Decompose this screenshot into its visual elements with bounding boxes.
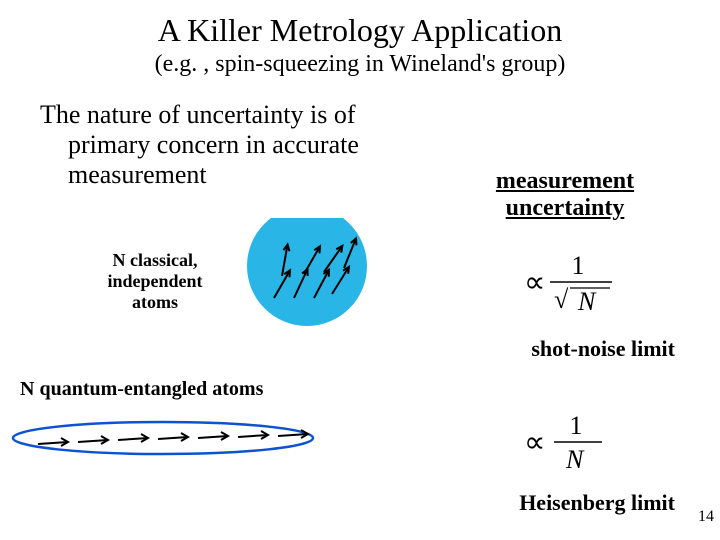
label-quantum-entangled: N quantum-entangled atoms: [20, 378, 263, 401]
figure-quantum-atoms: [8, 400, 328, 480]
page-number: 14: [698, 508, 714, 526]
numerator: 1: [572, 251, 585, 280]
slide-subtitle: (e.g. , spin-squeezing in Wineland's gro…: [0, 51, 720, 78]
column-header: measurement uncertainty: [470, 168, 660, 222]
body-line-2: primary concern in accurate: [40, 130, 440, 160]
slide-title: A Killer Metrology Application: [0, 0, 720, 49]
denominator-var: N: [565, 445, 585, 474]
denominator-var: N: [577, 287, 597, 316]
body-line-3: measurement: [40, 160, 440, 190]
sqrt-symbol: √: [554, 285, 569, 314]
proportional-symbol: ∝: [524, 426, 545, 459]
formula-heisenberg: ∝ 1 N: [520, 410, 630, 480]
label-heisenberg-limit: Heisenberg limit: [519, 490, 675, 516]
label-shot-noise-limit: shot-noise limit: [531, 336, 675, 362]
numerator: 1: [570, 411, 583, 440]
formula-shot-noise: ∝ 1 √ N: [520, 250, 630, 320]
figure-classical-atoms: [232, 218, 392, 328]
body-line-1: The nature of uncertainty is of: [40, 100, 356, 129]
proportional-symbol: ∝: [524, 266, 545, 299]
body-paragraph: The nature of uncertainty is of primary …: [40, 100, 440, 190]
label-classical-atoms: N classical, independent atoms: [90, 250, 220, 313]
